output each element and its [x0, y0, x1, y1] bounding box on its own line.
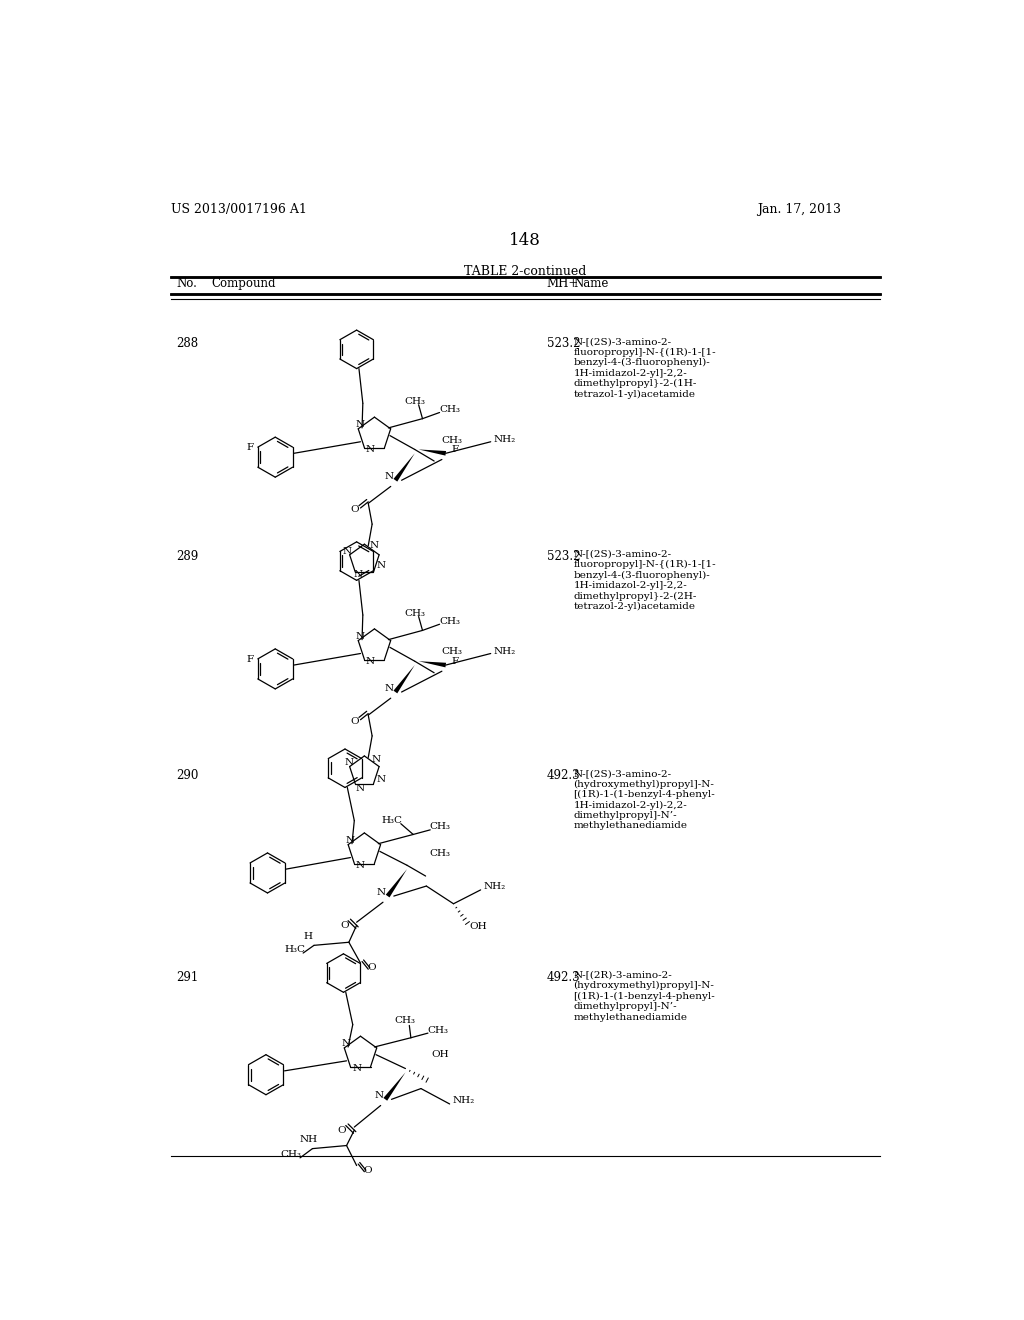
- Text: N: N: [377, 775, 386, 784]
- Text: N: N: [353, 570, 362, 579]
- Text: 288: 288: [176, 337, 199, 350]
- Text: N-[(2S)-3-amino-2-
(hydroxymethyl)propyl]-N-
[(1R)-1-(1-benzyl-4-phenyl-
1H-imid: N-[(2S)-3-amino-2- (hydroxymethyl)propyl…: [573, 770, 716, 830]
- Polygon shape: [386, 869, 407, 898]
- Text: US 2013/0017196 A1: US 2013/0017196 A1: [171, 203, 306, 216]
- Text: OH: OH: [431, 1051, 450, 1059]
- Text: CH₃: CH₃: [441, 436, 463, 445]
- Text: O: O: [350, 506, 358, 513]
- Text: F: F: [246, 444, 253, 453]
- Text: N-[(2R)-3-amino-2-
(hydroxymethyl)propyl]-N-
[(1R)-1-(1-benzyl-4-phenyl-
dimethy: N-[(2R)-3-amino-2- (hydroxymethyl)propyl…: [573, 970, 716, 1022]
- Text: F: F: [452, 445, 459, 454]
- Text: Compound: Compound: [212, 277, 276, 290]
- Text: F: F: [246, 655, 253, 664]
- Text: N: N: [344, 758, 353, 767]
- Text: N: N: [346, 836, 355, 845]
- Text: CH₃: CH₃: [439, 405, 460, 414]
- Text: NH₂: NH₂: [483, 882, 506, 891]
- Text: N-[(2S)-3-amino-2-
fluoropropyl]-N-{(1R)-1-[1-
benzyl-4-(3-fluorophenyl)-
1H-imi: N-[(2S)-3-amino-2- fluoropropyl]-N-{(1R)…: [573, 549, 716, 611]
- Polygon shape: [393, 453, 415, 482]
- Text: TABLE 2-continued: TABLE 2-continued: [464, 264, 586, 277]
- Text: N: N: [356, 861, 366, 870]
- Text: F: F: [452, 657, 459, 665]
- Text: N: N: [352, 1064, 361, 1073]
- Text: N: N: [377, 888, 386, 896]
- Text: 290: 290: [176, 770, 199, 781]
- Text: 523.2: 523.2: [547, 337, 580, 350]
- Text: N: N: [342, 1039, 351, 1048]
- Text: CH₃: CH₃: [441, 648, 463, 656]
- Text: CH₃: CH₃: [281, 1150, 301, 1159]
- Text: 148: 148: [509, 231, 541, 248]
- Text: 492.3: 492.3: [547, 970, 581, 983]
- Text: NH: NH: [299, 1135, 317, 1144]
- Text: CH₃: CH₃: [439, 616, 460, 626]
- Text: N: N: [356, 632, 366, 642]
- Text: O: O: [350, 717, 358, 726]
- Text: CH₃: CH₃: [394, 1016, 415, 1026]
- Text: N: N: [375, 1092, 384, 1100]
- Text: CH₃: CH₃: [404, 609, 425, 618]
- Text: Jan. 17, 2013: Jan. 17, 2013: [757, 203, 841, 216]
- Text: NH₂: NH₂: [453, 1096, 475, 1105]
- Text: CH₃: CH₃: [404, 397, 425, 407]
- Text: O: O: [338, 1126, 346, 1135]
- Text: No.: No.: [176, 277, 197, 290]
- Text: NH₂: NH₂: [494, 436, 516, 444]
- Text: H₃C: H₃C: [284, 945, 305, 953]
- Text: O: O: [364, 1166, 372, 1175]
- Text: Name: Name: [573, 277, 609, 290]
- Text: 523.2: 523.2: [547, 549, 580, 562]
- Text: N-[(2S)-3-amino-2-
fluoropropyl]-N-{(1R)-1-[1-
benzyl-4-(3-fluorophenyl)-
1H-imi: N-[(2S)-3-amino-2- fluoropropyl]-N-{(1R)…: [573, 337, 716, 399]
- Text: CH₃: CH₃: [430, 849, 451, 858]
- Text: N: N: [369, 541, 378, 550]
- Text: OH: OH: [469, 923, 487, 932]
- Text: N: N: [377, 561, 386, 570]
- Text: O: O: [367, 964, 376, 972]
- Polygon shape: [383, 1072, 406, 1101]
- Text: N: N: [366, 445, 375, 454]
- Text: 291: 291: [176, 970, 199, 983]
- Text: NH₂: NH₂: [494, 647, 516, 656]
- Text: N: N: [372, 755, 381, 764]
- Polygon shape: [419, 661, 446, 668]
- Text: H₃C: H₃C: [381, 816, 402, 825]
- Polygon shape: [393, 665, 415, 693]
- Text: 289: 289: [176, 549, 199, 562]
- Text: 492.3: 492.3: [547, 770, 581, 781]
- Text: N: N: [356, 784, 366, 793]
- Text: O: O: [340, 921, 348, 929]
- Text: CH₃: CH₃: [427, 1026, 449, 1035]
- Text: N: N: [343, 548, 352, 556]
- Text: N: N: [356, 420, 366, 429]
- Text: N: N: [366, 657, 375, 665]
- Text: N: N: [385, 684, 394, 693]
- Text: CH₃: CH₃: [430, 822, 451, 832]
- Text: H: H: [303, 932, 312, 941]
- Polygon shape: [419, 449, 446, 455]
- Text: N: N: [385, 473, 394, 480]
- Text: MH+: MH+: [547, 277, 579, 290]
